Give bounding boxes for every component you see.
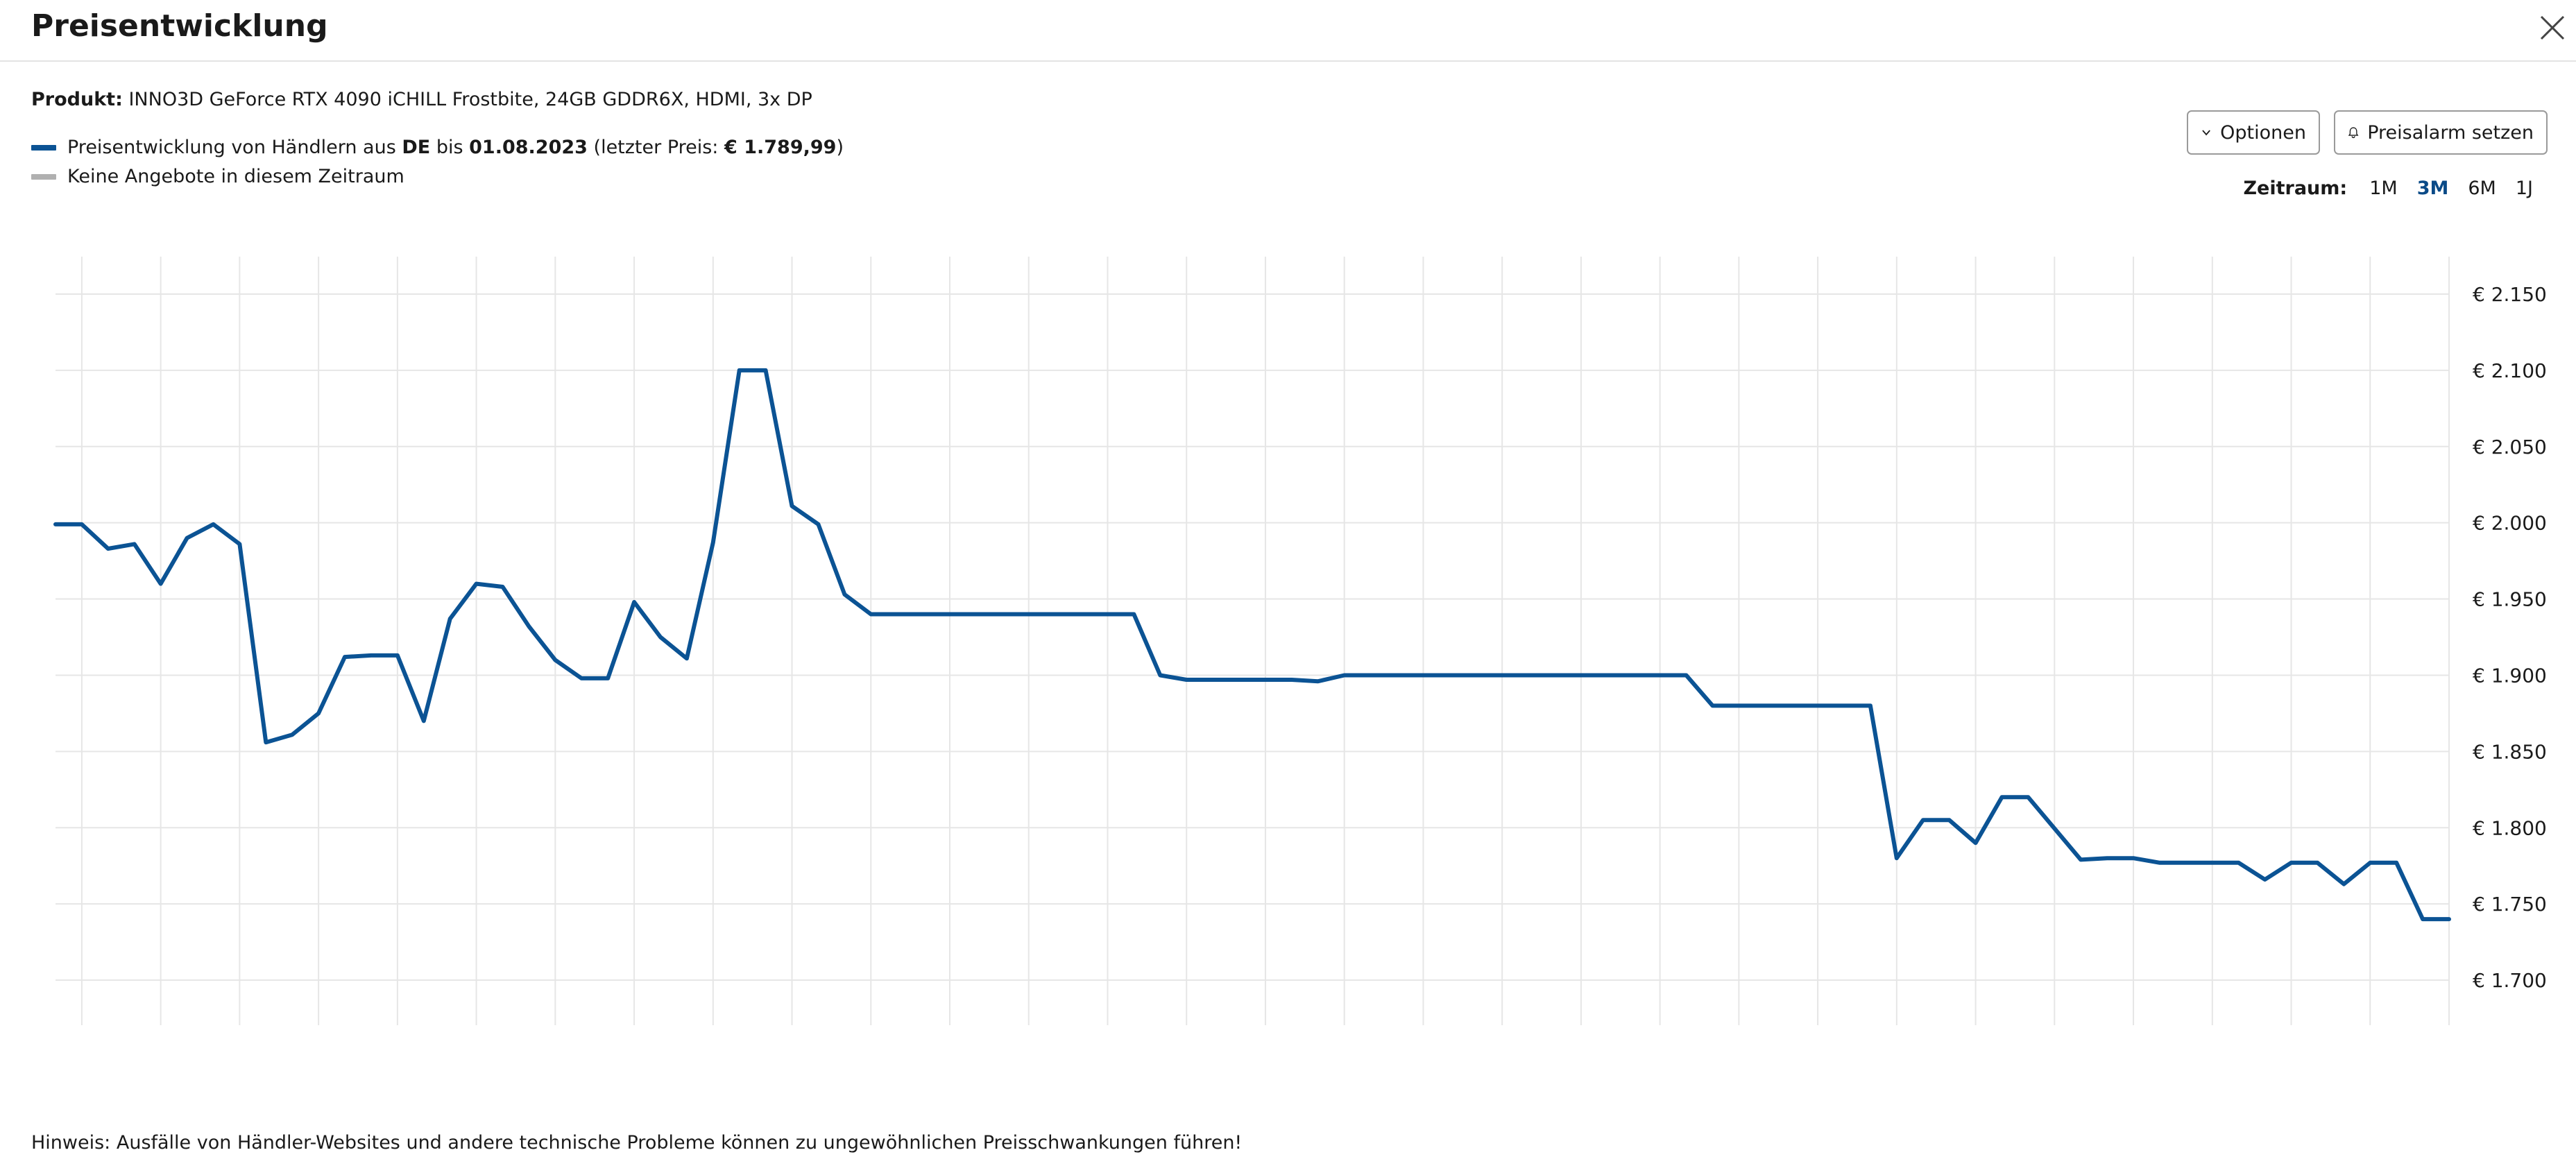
legend-no-offers-text: Keine Angebote in diesem Zeitraum [67,166,404,187]
time-range-label: Zeitraum: [2243,178,2348,199]
legend-country: DE [402,137,431,158]
chart-grid [56,257,2450,1025]
legend-until: bis [436,137,463,158]
legend-date: 01.08.2023 [469,137,588,158]
product-info: Produkt: INNO3D GeForce RTX 4090 iCHILL … [31,86,812,114]
price-series-line [53,368,2451,922]
hint-text: Hinweis: Ausfälle von Händler-Websites u… [31,1132,1243,1154]
y-tick-label: € 2.050 [2473,436,2547,458]
y-axis: € 1.700 € 1.750 € 1.800 € 1.850 € 1.900 € 1.9… [2473,283,2547,992]
y-tick-label: € 1.850 [2473,740,2547,763]
close-icon [2540,15,2565,40]
options-label: Optionen [2220,121,2306,144]
y-tick-label: € 2.000 [2473,512,2547,535]
page-title: Preisentwicklung [31,8,328,44]
y-tick-label: € 1.900 [2473,664,2547,687]
range-option-1m[interactable]: 1M [2369,178,2398,199]
y-tick-label: € 1.950 [2473,588,2547,611]
legend-last-price: € 1.789,99 [724,137,837,158]
close-button[interactable] [2534,10,2570,46]
legend-prefix: Preisentwicklung von Händlern aus [67,137,396,158]
chevron-down-icon [2202,130,2210,136]
legend-swatch-blue [31,145,56,151]
legend-swatch-gray [31,174,56,180]
legend-last-open: (letzter Preis: [593,137,719,158]
range-option-6m[interactable]: 6M [2468,178,2496,199]
dialog-header: Preisentwicklung [0,0,2576,62]
price-alarm-button[interactable]: Preisalarm setzen [2334,110,2548,155]
price-history-chart: € 1.700 € 1.750 € 1.800 € 1.850 € 1.900 € 1.9… [53,257,2547,1025]
product-label: Produkt: [31,89,123,110]
chart-legend: Preisentwicklung von Händlern aus DE bis… [31,133,844,191]
options-button[interactable]: Optionen [2187,110,2320,155]
price-alarm-label: Preisalarm setzen [2367,121,2534,144]
y-tick-label: € 2.100 [2473,359,2547,382]
chart-plot-area [53,368,2451,922]
legend-item-no-offers: Keine Angebote in diesem Zeitraum [31,162,844,191]
bell-icon [2348,127,2359,139]
y-tick-label: € 1.750 [2473,893,2547,916]
legend-item-price-history: Preisentwicklung von Händlern aus DE bis… [31,133,844,162]
y-tick-label: € 1.700 [2473,969,2547,992]
range-option-3m[interactable]: 3M [2416,178,2449,199]
y-tick-label: € 1.800 [2473,816,2547,839]
range-option-1j[interactable]: 1J [2515,178,2533,199]
legend-close: ) [836,137,844,158]
product-name: INNO3D GeForce RTX 4090 iCHILL Frostbite… [128,89,812,110]
y-tick-label: € 2.150 [2473,283,2547,306]
time-range-selector: Zeitraum: 1M 3M 6M 1J [2243,175,2543,203]
